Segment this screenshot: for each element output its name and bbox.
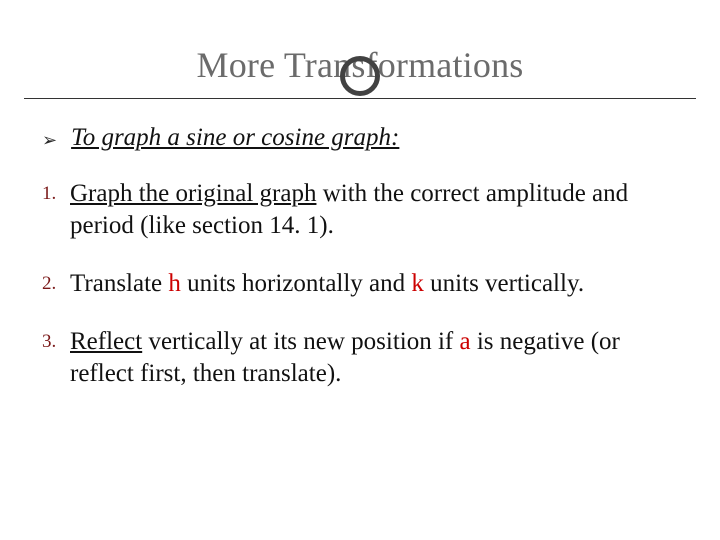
content-area: ➢ To graph a sine or cosine graph: 1. Gr… — [42, 124, 676, 416]
item-body: Reflect vertically at its new position i… — [70, 326, 676, 390]
slide: More Transformations ➢ To graph a sine o… — [0, 0, 720, 540]
item-red1: h — [168, 270, 181, 297]
item-mid2: units horizontally and — [181, 270, 412, 297]
item-number: 2. — [42, 273, 70, 295]
item-number: 3. — [42, 331, 70, 353]
list-item: 1. Graph the original graph with the cor… — [42, 178, 676, 242]
title-area: More Transformations — [0, 0, 720, 86]
arrow-icon: ➢ — [42, 130, 57, 151]
item-red2: k — [411, 270, 424, 297]
accent-circle-icon — [340, 56, 380, 96]
intro-bullet: ➢ To graph a sine or cosine graph: — [42, 124, 676, 152]
item-underline: Reflect — [70, 328, 142, 355]
item-body: Translate h units horizontally and k uni… — [70, 268, 584, 300]
item-number: 1. — [42, 183, 70, 205]
list-item: 3. Reflect vertically at its new positio… — [42, 326, 676, 390]
item-mid1: vertically at its new position if — [142, 328, 459, 355]
item-underline: Graph the original graph — [70, 180, 316, 207]
item-pre: Translate — [70, 270, 168, 297]
item-post: units vertically. — [424, 270, 584, 297]
item-body: Graph the original graph with the correc… — [70, 178, 676, 242]
horizontal-rule — [24, 98, 696, 99]
list-item: 2. Translate h units horizontally and k … — [42, 268, 676, 300]
intro-bullet-text: To graph a sine or cosine graph: — [71, 124, 399, 152]
item-red1: a — [460, 328, 471, 355]
